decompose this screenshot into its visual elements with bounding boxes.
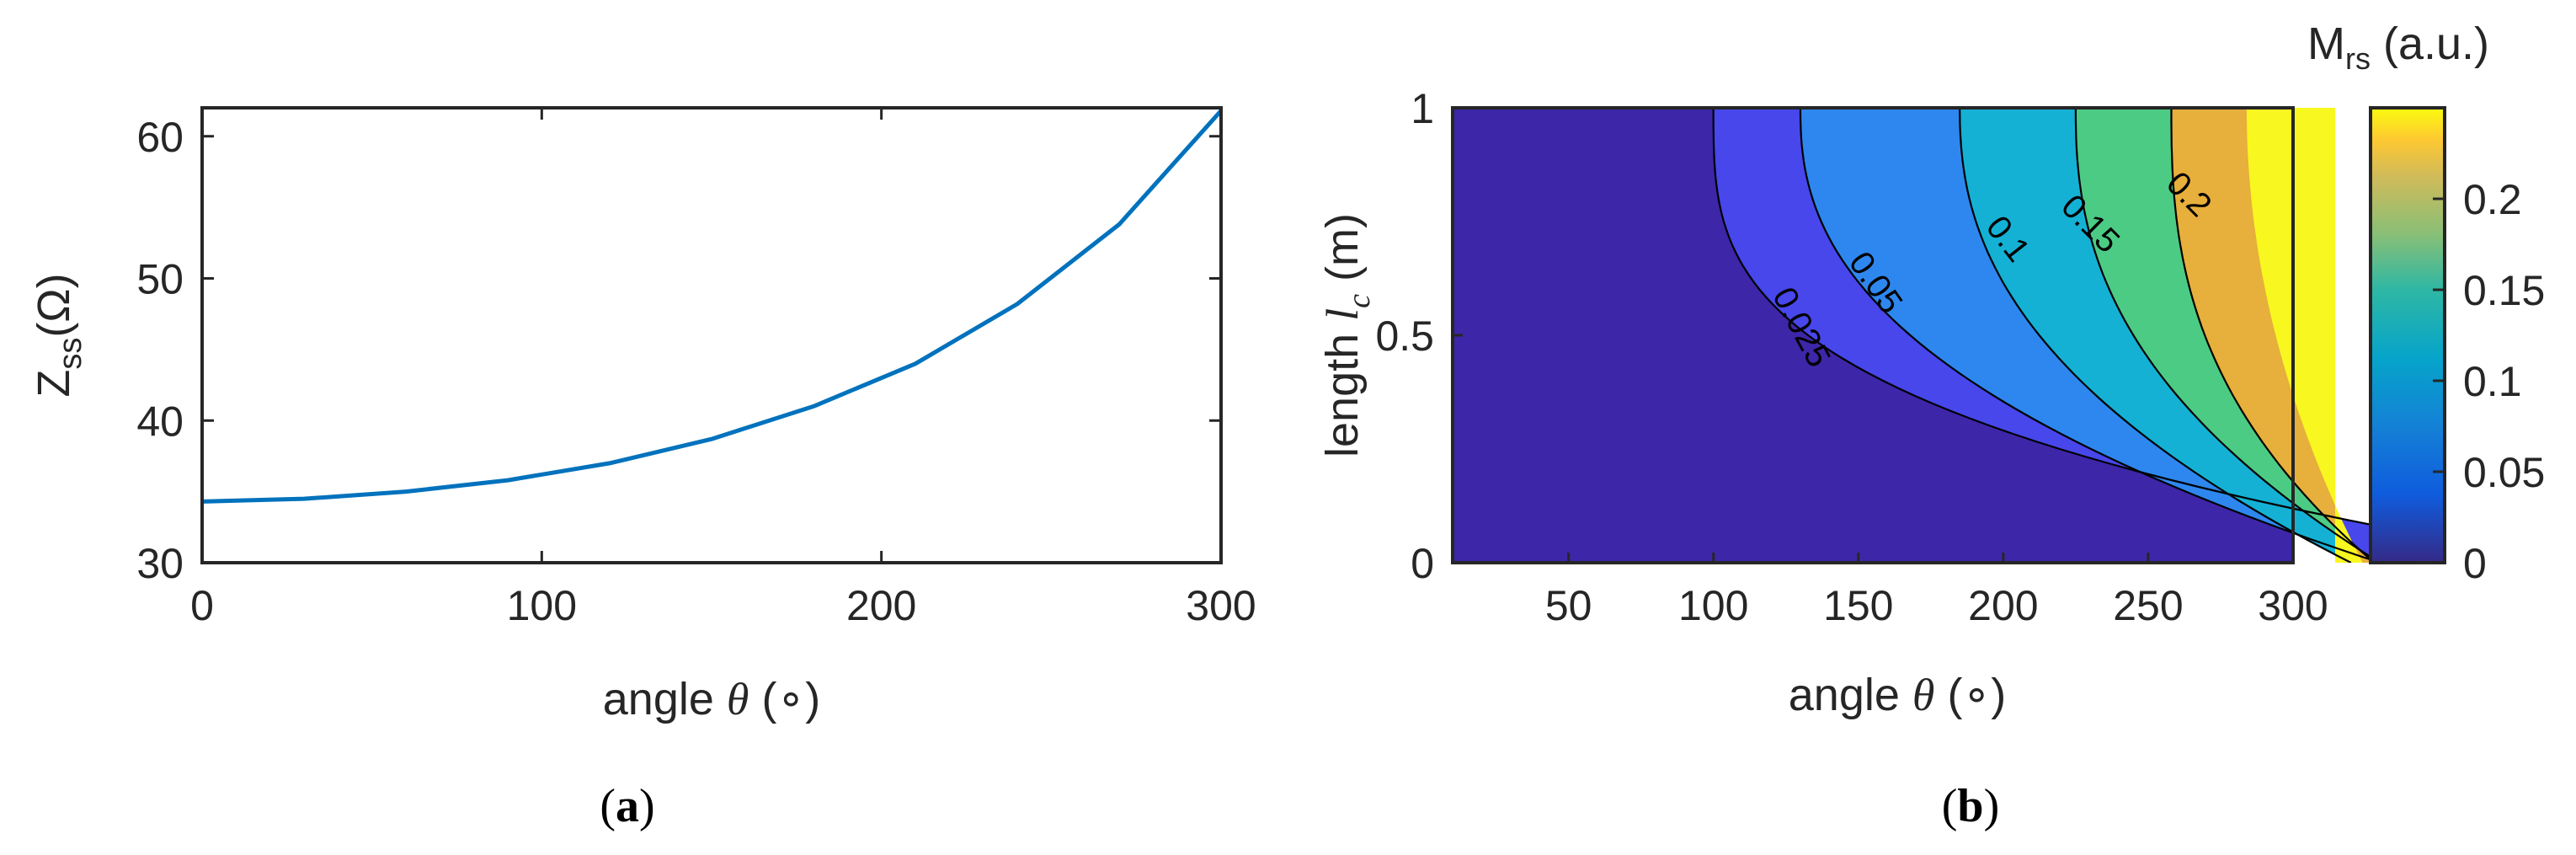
y-tick-label: 40 (136, 398, 184, 445)
colorbar-tick-label: 0.2 (2463, 176, 2522, 223)
panel-b: 0.025 0.05 0.1 0.15 0.2 50 100 150 200 250 30… (1317, 19, 2545, 832)
y-tick-label: 0.5 (1375, 313, 1434, 360)
x-tick-label: 100 (1678, 582, 1748, 629)
x-tick-label: 150 (1823, 582, 1893, 629)
panel-a-x-ticks: 0 100 200 300 (190, 108, 1256, 629)
x-tick-label: 300 (1186, 582, 1256, 629)
y-tick-label: 1 (1411, 85, 1434, 132)
x-tick-label: 200 (846, 582, 916, 629)
y-tick-label: 60 (136, 114, 184, 161)
x-tick-label: 50 (1545, 582, 1592, 629)
panel-a: 0 100 200 300 30 40 50 60 angle θ (∘) Zss(Ω) (… (29, 106, 1256, 832)
colorbar-gradient (2371, 108, 2445, 563)
panel-a-x-axis-label: angle θ (∘) (603, 674, 820, 724)
panel-a-plot-area (202, 108, 1221, 563)
panel-a-axes-box (200, 106, 1223, 564)
contour-line-0.025 (1712, 108, 2410, 563)
y-tick-label: 50 (136, 256, 184, 303)
panel-a-series-line (201, 109, 1223, 504)
contour-line-0.05 (1799, 108, 2381, 563)
colorbar-title: Mrs (a.u.) (2307, 19, 2489, 76)
panel-b-x-ticks: 50 100 150 200 250 300 (1545, 553, 2328, 629)
contour-line-0.2 (2170, 108, 2376, 563)
colorbar-frame (2369, 106, 2446, 564)
contour-fill-level-6 (2246, 108, 2363, 563)
panel-b-label: (b) (1942, 780, 1999, 832)
x-tick-label: 250 (2113, 582, 2183, 629)
colorbar-tick-label: 0.1 (2463, 358, 2522, 405)
colorbar-tick-label: 0 (2463, 540, 2487, 587)
x-tick-label: 100 (507, 582, 577, 629)
colorbar-tick-label: 0.15 (2463, 267, 2545, 314)
panel-a-y-axis-label: Zss(Ω) (29, 273, 88, 397)
colorbar-tick-label: 0.05 (2463, 449, 2545, 496)
y-tick-label: 30 (136, 540, 184, 587)
panel-b-x-axis-label: angle θ (∘) (1789, 670, 2006, 720)
panel-b-y-ticks: 00.51 (1375, 85, 1463, 587)
contour-line-0.15 (2074, 108, 2381, 563)
panel-b-y-axis-label: length lc (m) (1317, 213, 1377, 457)
x-tick-label: 200 (1968, 582, 2038, 629)
y-tick-label: 0 (1411, 540, 1434, 587)
x-tick-label: 300 (2258, 582, 2328, 629)
x-tick-label: 0 (190, 582, 214, 629)
colorbar-ticks: 0 0.05 0.1 0.15 0.2 (2433, 176, 2545, 587)
contour-line-0.1 (1959, 108, 2352, 563)
panel-a-label: (a) (600, 780, 654, 832)
panel-a-y-ticks: 30 40 50 60 (136, 114, 1221, 587)
